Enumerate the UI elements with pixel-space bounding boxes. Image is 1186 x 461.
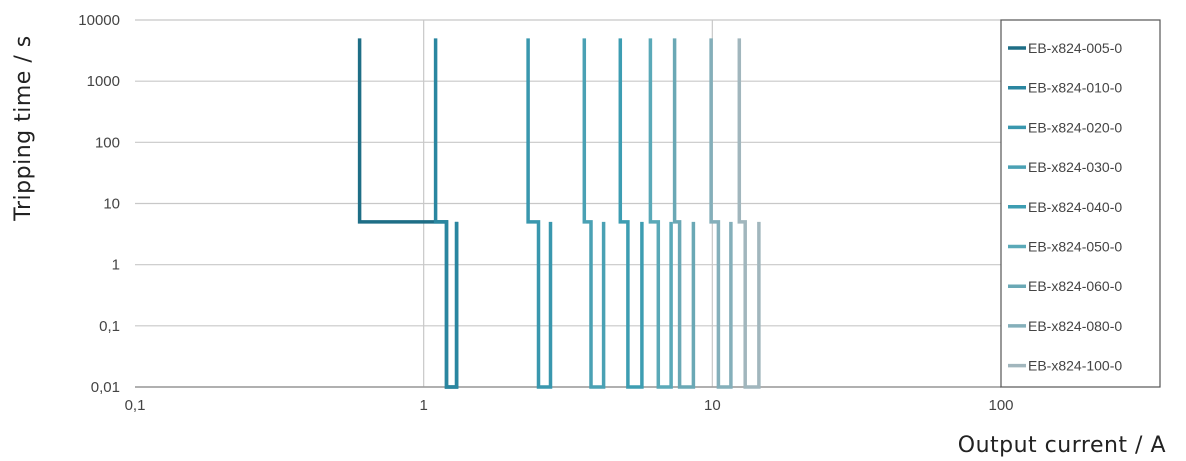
x-tick-label: 100 bbox=[988, 397, 1013, 414]
y-tick-label: 1 bbox=[112, 257, 120, 274]
legend-label: EB-x824-020-0 bbox=[1028, 119, 1122, 135]
y-tick-labels: 0,01 0,1 1 10 100 1000 10000 bbox=[78, 12, 120, 396]
legend-label: EB-x824-040-0 bbox=[1028, 199, 1122, 215]
legend-box bbox=[1000, 19, 1161, 388]
x-axis-title: Output current / A bbox=[958, 433, 1166, 458]
legend-label: EB-x824-030-0 bbox=[1028, 159, 1122, 175]
series-line-4 bbox=[582, 38, 606, 389]
y-tick-label: 0,1 bbox=[99, 318, 120, 335]
y-tick-label: 100 bbox=[95, 134, 120, 151]
y-tick-label: 10000 bbox=[78, 12, 120, 29]
y-tick-label: 1000 bbox=[87, 73, 120, 90]
grid-lines bbox=[135, 19, 1001, 388]
legend-label: EB-x824-100-0 bbox=[1028, 358, 1122, 374]
legend-label: EB-x824-010-0 bbox=[1028, 80, 1122, 96]
x-tick-labels: 0,1 1 10 100 bbox=[125, 397, 1014, 414]
series-line-2 bbox=[433, 38, 459, 389]
series-line-8 bbox=[709, 38, 733, 389]
series-line-6 bbox=[648, 38, 673, 389]
series-lines bbox=[357, 38, 761, 389]
y-axis-title: Tripping time / s bbox=[11, 35, 36, 221]
series-line-1 bbox=[357, 38, 459, 389]
x-tick-label: 1 bbox=[419, 397, 427, 414]
y-tick-label: 10 bbox=[103, 196, 120, 213]
legend: EB-x824-005-0 EB-x824-010-0 EB-x824-020-0 E… bbox=[1000, 19, 1161, 388]
series-line-5 bbox=[618, 38, 644, 389]
x-tick-label: 0,1 bbox=[125, 397, 146, 414]
series-line-3 bbox=[526, 38, 553, 389]
y-tick-label: 0,01 bbox=[91, 379, 120, 396]
legend-label: EB-x824-050-0 bbox=[1028, 239, 1122, 255]
legend-label: EB-x824-005-0 bbox=[1028, 40, 1122, 56]
series-line-9 bbox=[737, 38, 761, 389]
x-tick-label: 10 bbox=[704, 397, 721, 414]
legend-label: EB-x824-060-0 bbox=[1028, 278, 1122, 294]
legend-label: EB-x824-080-0 bbox=[1028, 318, 1122, 334]
series-line-7 bbox=[672, 38, 696, 389]
